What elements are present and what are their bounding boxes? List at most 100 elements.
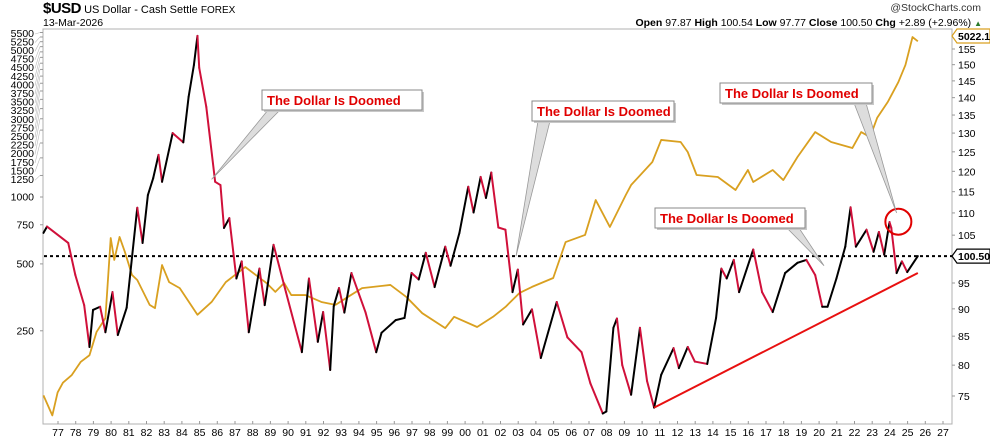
x-tick-label: 20	[813, 427, 825, 438]
left-tick-leader	[34, 83, 41, 112]
x-tick-label: 15	[725, 427, 737, 438]
usd-series-segment	[865, 228, 875, 253]
usd-series-segment	[83, 304, 91, 348]
usd-series-segment	[364, 311, 378, 354]
usd-series-segment	[152, 153, 160, 180]
usd-series-segment	[796, 258, 808, 264]
usd-series-segment	[263, 243, 275, 307]
usd-series-segment	[343, 272, 353, 314]
left-tick-label: 3250	[11, 105, 35, 117]
left-tick-leader	[34, 32, 41, 35]
x-tick-label: 06	[565, 427, 577, 438]
exchange: FOREX	[200, 5, 236, 16]
usd-series-segment	[784, 261, 799, 275]
x-tick-label: 77	[52, 427, 64, 438]
usd-series-segment	[686, 345, 696, 363]
x-tick-label: 01	[477, 427, 489, 438]
usd-series-segment	[458, 185, 470, 234]
left-tick-label: 250	[16, 325, 34, 337]
plot-frame	[42, 28, 953, 425]
right-tick-label: 110	[958, 208, 975, 220]
left-tick-label: 2000	[11, 148, 35, 160]
usd-series-segment	[752, 248, 764, 294]
callout-pointer	[211, 109, 281, 180]
left-tick-label: 2750	[11, 122, 35, 134]
usd-series-segment	[725, 258, 735, 280]
open-value: 97.87	[665, 17, 692, 29]
stockcharts-watermark: @StockCharts.com	[890, 2, 981, 14]
x-tick-label: 04	[530, 427, 542, 438]
callout-box	[531, 100, 675, 122]
support-trendline	[653, 272, 919, 409]
x-tick-label: 11	[654, 427, 665, 438]
right-tick-label: 150	[958, 60, 976, 72]
annotation-text: The Dollar Is Doomed	[267, 93, 401, 108]
usd-last-value-tag: 100.50	[951, 248, 990, 264]
usd-series-segment	[67, 241, 77, 277]
usd-series-segment	[646, 379, 656, 409]
instrument-name: US Dollar - Cash Settle	[84, 4, 198, 16]
usd-series-segment	[240, 260, 250, 334]
usd-series-segment	[444, 245, 452, 267]
right-tick-label: 115	[958, 187, 975, 199]
left-tick-leader	[34, 118, 41, 146]
x-tick-label: 86	[211, 427, 223, 438]
usd-series-segment	[761, 291, 774, 314]
usd-series-segment	[329, 305, 335, 371]
right-tick-label: 85	[958, 331, 970, 343]
right-tick-label: 80	[958, 360, 970, 372]
usd-series-segment	[854, 228, 868, 248]
chg-value: +2.89 (+2.96%)	[898, 17, 972, 29]
annotation-callout: The Dollar Is Doomed	[211, 89, 424, 180]
usd-series-segment	[380, 319, 397, 334]
x-tick-label: 25	[902, 427, 914, 438]
usd-series-segment	[555, 300, 569, 339]
usd-series-segment	[883, 221, 891, 256]
left-tick-label: 1250	[11, 174, 35, 186]
x-tick-label: 07	[583, 427, 595, 438]
left-tick-leader	[34, 90, 41, 121]
usd-series-segment	[182, 95, 190, 144]
x-tick-label: 85	[194, 427, 206, 438]
usd-series-segment	[235, 260, 243, 280]
x-tick-label: 18	[778, 427, 790, 438]
x-tick-label: 02	[495, 427, 507, 438]
left-tick-label: 4500	[11, 62, 35, 74]
usd-series-segment	[906, 255, 919, 274]
x-tick-label: 21	[831, 427, 843, 438]
x-tick-label: 27	[937, 427, 949, 438]
usd-series-segment	[196, 34, 201, 69]
right-tick-label: 155	[958, 44, 976, 56]
usd-series-segment	[161, 132, 174, 183]
chart-title: $USD US Dollar - Cash Settle FOREX	[43, 0, 235, 17]
usd-series-segment	[677, 345, 689, 370]
usd-series-segment	[621, 364, 633, 396]
usd-series-segment	[660, 347, 675, 376]
x-tick-label: 13	[689, 427, 701, 438]
left-tick-leader	[34, 63, 41, 86]
usd-series-segment	[589, 382, 604, 415]
usd-series-segment	[141, 194, 149, 244]
usd-series-segment	[738, 248, 755, 294]
x-tick-label: 14	[707, 427, 719, 438]
usd-series-segment	[566, 336, 583, 354]
left-tick-leader	[34, 157, 41, 172]
left-tick-leader	[34, 57, 41, 78]
callout-pointer	[515, 120, 551, 257]
up-triangle-icon: ▲	[974, 19, 982, 28]
usd-series-segment	[136, 206, 144, 244]
usd-series-segment	[403, 272, 413, 319]
usd-series-segment	[417, 251, 427, 281]
left-tick-leader	[34, 41, 41, 52]
right-tick-label: 90	[958, 304, 970, 316]
x-tick-label: 92	[318, 427, 330, 438]
usd-series-segment	[228, 217, 238, 280]
left-tick-label: 2250	[11, 140, 35, 152]
usd-series-segment	[125, 206, 139, 309]
annotation-callout: The Dollar Is Doomed	[654, 207, 825, 266]
usd-series-segment	[99, 305, 107, 334]
x-tick-label: 00	[459, 427, 471, 438]
left-tick-leader	[34, 51, 41, 69]
callout-box	[654, 207, 806, 229]
right-tick-label: 105	[958, 230, 976, 242]
